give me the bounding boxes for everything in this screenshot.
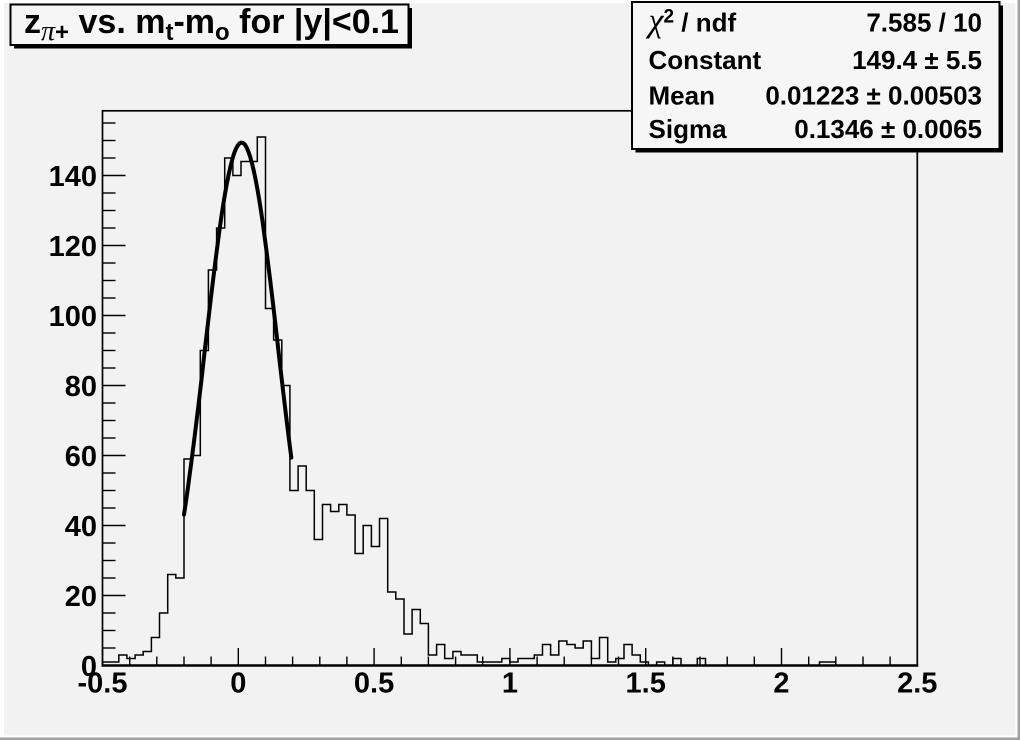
svg-text:1: 1 — [502, 668, 518, 700]
svg-text:140: 140 — [49, 161, 97, 193]
svg-text:2.5: 2.5 — [897, 668, 937, 700]
svg-text:Constant: Constant — [649, 45, 762, 75]
svg-text:0.01223 ± 0.00503: 0.01223 ± 0.00503 — [765, 80, 982, 110]
svg-text:60: 60 — [65, 441, 97, 473]
svg-text:2: 2 — [773, 668, 789, 700]
svg-text:0.5: 0.5 — [354, 668, 394, 700]
svg-text:χ2 / ndf: χ2 / ndf — [646, 3, 737, 40]
svg-text:20: 20 — [65, 581, 97, 613]
svg-text:zπ+ vs. mt-mo for |y|<0.1: zπ+ vs. mt-mo for |y|<0.1 — [24, 3, 399, 47]
svg-text:0.1346 ± 0.0065: 0.1346 ± 0.0065 — [794, 114, 982, 144]
svg-text:100: 100 — [49, 301, 97, 333]
svg-text:0: 0 — [81, 651, 97, 683]
svg-text:1.5: 1.5 — [626, 668, 666, 700]
svg-text:120: 120 — [49, 231, 97, 263]
svg-text:149.4 ± 5.5: 149.4 ± 5.5 — [852, 45, 982, 75]
svg-text:-0.5: -0.5 — [78, 668, 128, 700]
svg-text:7.585 / 10: 7.585 / 10 — [866, 8, 982, 38]
svg-text:Mean: Mean — [649, 80, 715, 110]
svg-text:0: 0 — [230, 668, 246, 700]
svg-text:Sigma: Sigma — [649, 114, 728, 144]
svg-text:40: 40 — [65, 511, 97, 543]
svg-text:80: 80 — [65, 371, 97, 403]
